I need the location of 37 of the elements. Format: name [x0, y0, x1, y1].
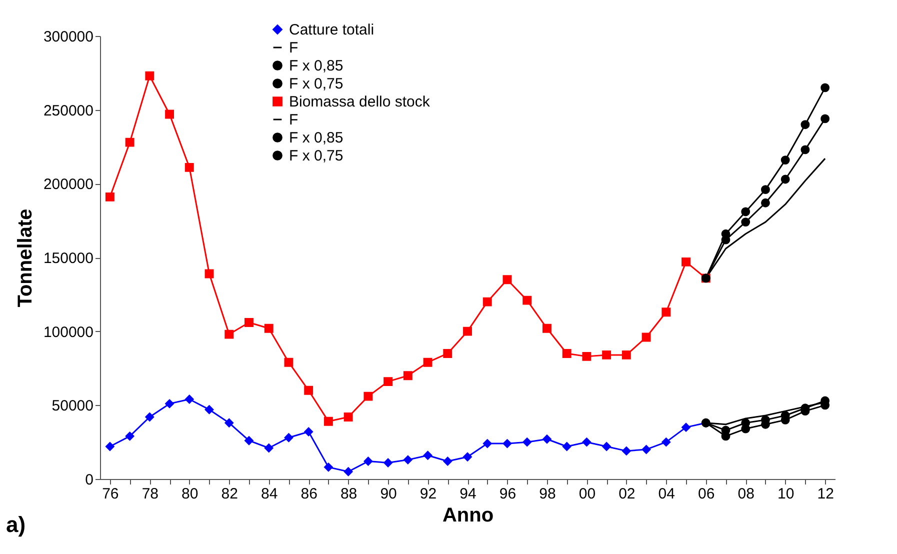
x-tick-label: 06	[698, 486, 715, 502]
x-tick-label: 78	[142, 486, 159, 502]
y-tick-label: 50000	[52, 398, 94, 415]
legend-label: F x 0,75	[289, 148, 344, 164]
x-tick-label: 76	[102, 486, 119, 502]
legend-label: F x 0,85	[289, 58, 344, 74]
x-tick-label: 00	[578, 486, 596, 502]
x-tick-label: 88	[340, 486, 358, 502]
x-tick-label: 96	[499, 486, 516, 502]
x-tick-label: 98	[539, 486, 556, 502]
legend-label: Biomassa dello stock	[289, 94, 430, 110]
x-tick-label: 12	[817, 486, 834, 502]
legend-label: F x 0,85	[289, 130, 344, 146]
x-tick-label: 84	[261, 486, 278, 502]
x-axis-title: Anno	[442, 504, 494, 526]
text: a)	[6, 512, 26, 538]
x-tick-label: 08	[738, 486, 754, 502]
y-tick-label: 250000	[43, 102, 94, 120]
x-tick-label: 02	[618, 486, 636, 502]
x-tick-label: 04	[658, 486, 675, 502]
legend-label: F	[289, 40, 298, 56]
y-tick-label: 300000	[43, 28, 94, 46]
y-tick-label: 150000	[43, 250, 94, 267]
legend-label: F x 0,75	[289, 76, 344, 92]
x-tick-label: 92	[420, 486, 437, 502]
x-tick-label: 10	[777, 486, 794, 502]
x-tick-label: 86	[300, 486, 318, 502]
y-tick-label: 100000	[43, 324, 94, 341]
legend-label: F	[289, 112, 298, 128]
y-tick-label: 0	[85, 472, 94, 488]
y-tick-label: 200000	[43, 176, 94, 194]
x-tick-label: 82	[221, 486, 238, 502]
x-tick-label: 80	[182, 486, 198, 502]
legend-label: Catture totali	[289, 22, 374, 38]
x-tick-label: 94	[460, 486, 476, 502]
x-tick-label: 90	[380, 486, 397, 502]
y-axis-title: Tonnellate	[14, 208, 36, 308]
